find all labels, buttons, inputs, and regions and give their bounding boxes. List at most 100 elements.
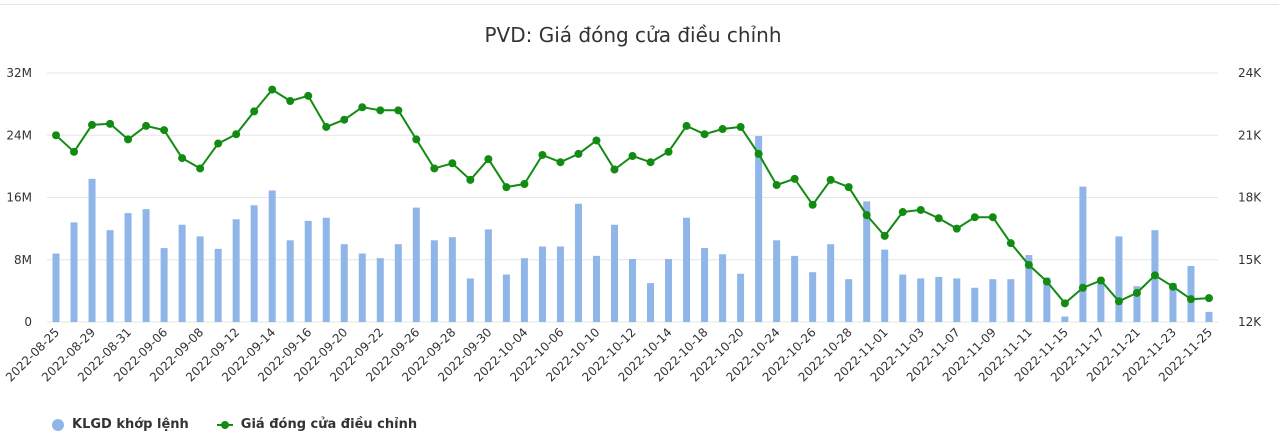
price-point bbox=[1024, 260, 1033, 269]
right-tick-label: 12K bbox=[1238, 315, 1262, 329]
volume-bar bbox=[106, 230, 114, 322]
volume-bar bbox=[556, 246, 564, 322]
volume-bar bbox=[196, 236, 204, 322]
price-point bbox=[862, 211, 871, 220]
price-point bbox=[286, 97, 295, 106]
volume-bar bbox=[268, 190, 276, 322]
volume-bar bbox=[1115, 236, 1123, 322]
price-point bbox=[232, 130, 241, 139]
legend-price-label: Giá đóng cửa điều chỉnh bbox=[240, 417, 418, 432]
volume-bar bbox=[592, 255, 600, 322]
price-point bbox=[1006, 239, 1015, 248]
volume-bar bbox=[935, 276, 943, 322]
price-point bbox=[376, 106, 385, 115]
volume-bar bbox=[520, 258, 528, 322]
price-point bbox=[988, 213, 997, 222]
legend-item-volume[interactable]: KLGD khớp lệnh bbox=[52, 417, 189, 432]
left-tick-label: 16M bbox=[6, 191, 32, 205]
right-tick-label: 21K bbox=[1238, 128, 1262, 142]
volume-bar bbox=[917, 278, 925, 322]
volume-bar bbox=[863, 201, 871, 322]
volume-bar bbox=[737, 273, 745, 322]
price-point bbox=[682, 121, 691, 130]
left-axis-labels: 0 8M 16M 24M 32M bbox=[6, 66, 32, 329]
volume-bar bbox=[899, 274, 907, 322]
legend-item-price[interactable]: Giá đóng cửa điều chỉnh bbox=[216, 417, 418, 432]
price-point bbox=[1132, 288, 1141, 297]
volume-bar bbox=[178, 224, 186, 322]
volume-bar bbox=[845, 279, 853, 322]
price-point bbox=[502, 183, 511, 192]
volume-bar bbox=[322, 217, 330, 322]
volume-bar bbox=[1007, 279, 1015, 322]
price-point bbox=[1060, 299, 1069, 308]
price-point bbox=[412, 135, 421, 144]
volume-bar bbox=[214, 248, 222, 322]
volume-bar bbox=[1169, 283, 1177, 322]
volume-bar bbox=[142, 209, 150, 322]
price-point bbox=[934, 214, 943, 223]
price-point bbox=[1096, 276, 1105, 285]
right-tick-label: 24K bbox=[1238, 66, 1262, 80]
price-point bbox=[484, 155, 493, 164]
volume-bar bbox=[70, 222, 78, 322]
price-point bbox=[304, 91, 313, 100]
price-point bbox=[430, 164, 439, 173]
volume-bar bbox=[394, 244, 402, 322]
price-point bbox=[952, 224, 961, 233]
volume-bar bbox=[1025, 255, 1033, 322]
volume-bar bbox=[1079, 186, 1087, 322]
price-point bbox=[610, 165, 619, 174]
price-point bbox=[754, 149, 763, 158]
price-point bbox=[646, 158, 655, 167]
volume-bar bbox=[1187, 265, 1195, 322]
price-point bbox=[1168, 282, 1177, 291]
legend-volume-marker bbox=[52, 418, 64, 431]
volume-bar bbox=[358, 253, 366, 322]
right-tick-label: 18K bbox=[1238, 191, 1262, 205]
chart-title: PVD: Giá đóng cửa điều chỉnh bbox=[484, 23, 781, 47]
price-point bbox=[1042, 277, 1051, 286]
volume-bar bbox=[448, 237, 456, 322]
price-line bbox=[52, 85, 1213, 308]
volume-bar bbox=[250, 205, 258, 322]
volume-bar bbox=[88, 178, 96, 322]
price-point bbox=[340, 115, 349, 124]
price-point bbox=[700, 130, 709, 139]
price-point bbox=[88, 120, 97, 129]
volume-bar bbox=[881, 249, 889, 322]
volume-bar bbox=[1205, 311, 1213, 322]
price-point bbox=[268, 85, 277, 94]
price-point bbox=[592, 136, 601, 145]
volume-bar bbox=[376, 258, 384, 322]
price-point bbox=[664, 147, 673, 156]
volume-bar bbox=[791, 255, 799, 322]
volume-bar bbox=[647, 283, 655, 322]
price-point bbox=[214, 139, 223, 148]
volume-bar bbox=[124, 213, 132, 322]
legend: KLGD khớp lệnh Giá đóng cửa điều chỉnh bbox=[52, 417, 445, 432]
x-axis-labels: 2022-08-252022-08-292022-08-312022-09-06… bbox=[3, 325, 1215, 384]
price-point bbox=[1186, 295, 1195, 304]
legend-volume-label: KLGD khớp lệnh bbox=[72, 417, 189, 432]
price-point bbox=[916, 205, 925, 214]
price-point bbox=[628, 152, 637, 160]
volume-bar bbox=[232, 219, 240, 322]
price-point bbox=[538, 150, 547, 159]
volume-bar bbox=[538, 246, 546, 322]
right-axis-labels: 12K 15K 18K 21K 24K bbox=[1238, 66, 1262, 329]
price-point bbox=[1204, 294, 1213, 303]
volume-bar bbox=[827, 244, 835, 322]
price-point bbox=[826, 175, 835, 184]
price-point bbox=[556, 158, 565, 167]
price-point bbox=[1078, 283, 1087, 292]
legend-price-marker bbox=[216, 419, 233, 431]
price-point bbox=[808, 200, 817, 209]
price-point bbox=[160, 126, 169, 135]
volume-bar bbox=[484, 229, 492, 322]
price-point bbox=[250, 107, 259, 116]
volume-bar bbox=[971, 287, 979, 322]
price-point bbox=[394, 106, 403, 115]
price-point bbox=[358, 103, 367, 112]
left-tick-label: 0 bbox=[24, 315, 32, 329]
